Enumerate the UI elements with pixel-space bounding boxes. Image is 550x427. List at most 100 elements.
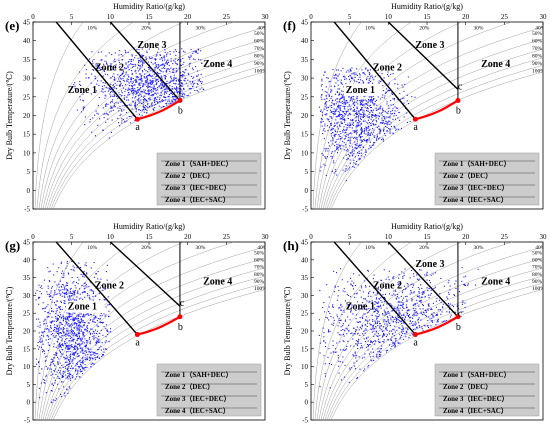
data-point bbox=[369, 323, 371, 325]
data-point bbox=[427, 326, 429, 328]
data-point bbox=[366, 344, 368, 346]
data-point bbox=[66, 261, 68, 263]
data-point bbox=[77, 314, 79, 316]
data-point bbox=[80, 273, 82, 275]
data-point bbox=[456, 305, 458, 307]
data-point bbox=[397, 294, 399, 296]
data-point bbox=[386, 312, 388, 314]
data-point bbox=[160, 57, 162, 59]
data-point bbox=[83, 282, 85, 284]
data-point bbox=[394, 325, 396, 327]
data-point bbox=[88, 77, 90, 79]
data-point bbox=[150, 83, 152, 85]
data-point bbox=[162, 63, 164, 65]
data-point bbox=[380, 325, 382, 327]
data-point bbox=[138, 61, 140, 63]
data-point bbox=[83, 324, 85, 326]
data-point bbox=[360, 158, 362, 160]
zone-label: Zone 4 bbox=[481, 59, 510, 70]
data-point bbox=[154, 100, 156, 102]
data-point bbox=[155, 80, 157, 82]
data-point bbox=[381, 96, 383, 98]
data-point bbox=[113, 79, 115, 81]
data-point bbox=[126, 120, 128, 122]
data-point bbox=[158, 105, 160, 107]
data-point bbox=[417, 312, 419, 314]
data-point bbox=[68, 334, 70, 336]
data-point bbox=[131, 77, 133, 79]
data-point bbox=[82, 331, 84, 333]
data-point bbox=[330, 97, 332, 99]
data-point bbox=[170, 80, 172, 82]
data-point bbox=[386, 88, 388, 90]
data-point bbox=[146, 50, 148, 52]
data-point bbox=[389, 115, 391, 117]
data-point bbox=[76, 335, 78, 337]
data-point bbox=[181, 85, 183, 87]
data-point bbox=[351, 119, 353, 121]
data-point bbox=[388, 312, 390, 314]
rh-label: 90% bbox=[254, 61, 265, 67]
data-point bbox=[335, 116, 337, 118]
data-point bbox=[97, 278, 99, 280]
data-point bbox=[66, 293, 68, 295]
data-point bbox=[89, 121, 91, 123]
data-point bbox=[68, 332, 70, 334]
data-point bbox=[68, 369, 70, 371]
data-point bbox=[394, 343, 396, 345]
data-point bbox=[85, 73, 87, 75]
data-point bbox=[372, 348, 374, 350]
data-point bbox=[174, 99, 176, 101]
data-point bbox=[360, 308, 362, 310]
data-point bbox=[100, 59, 102, 61]
data-point bbox=[84, 116, 86, 118]
data-point bbox=[370, 324, 372, 326]
data-point bbox=[339, 145, 341, 147]
data-point bbox=[334, 285, 336, 287]
data-point bbox=[344, 113, 346, 115]
data-point bbox=[401, 320, 403, 322]
data-point bbox=[337, 131, 339, 133]
data-point bbox=[149, 85, 151, 87]
data-point bbox=[160, 64, 162, 66]
data-point bbox=[173, 74, 175, 76]
data-point bbox=[131, 58, 133, 60]
data-point bbox=[147, 93, 149, 95]
data-point bbox=[338, 106, 340, 108]
data-point bbox=[390, 104, 392, 106]
data-point bbox=[59, 344, 61, 346]
data-point bbox=[79, 333, 81, 335]
data-point bbox=[172, 95, 174, 97]
data-point bbox=[340, 121, 342, 123]
data-point bbox=[74, 82, 76, 84]
data-point bbox=[355, 329, 357, 331]
data-point bbox=[332, 305, 334, 307]
data-point bbox=[399, 342, 401, 344]
data-point bbox=[187, 79, 189, 81]
data-point bbox=[354, 136, 356, 138]
data-point bbox=[131, 74, 133, 76]
data-point bbox=[127, 80, 129, 82]
data-point bbox=[418, 295, 420, 297]
data-point bbox=[382, 94, 384, 96]
data-point bbox=[340, 105, 342, 107]
data-point bbox=[82, 341, 84, 343]
data-point bbox=[339, 93, 341, 95]
data-point bbox=[98, 67, 100, 69]
data-point bbox=[41, 340, 43, 342]
data-point bbox=[376, 302, 378, 304]
data-point bbox=[370, 351, 372, 353]
data-point bbox=[340, 117, 342, 119]
data-point bbox=[183, 96, 185, 98]
data-point bbox=[360, 116, 362, 118]
data-point bbox=[350, 69, 352, 71]
data-point bbox=[77, 371, 79, 373]
data-point bbox=[68, 316, 70, 318]
data-point bbox=[58, 306, 60, 308]
data-point bbox=[132, 97, 134, 99]
data-point bbox=[80, 316, 82, 318]
legend-entry: Zone 1（SAH+DEC） bbox=[165, 371, 233, 379]
data-point bbox=[54, 292, 56, 294]
data-point bbox=[62, 270, 64, 272]
data-point bbox=[119, 50, 121, 52]
